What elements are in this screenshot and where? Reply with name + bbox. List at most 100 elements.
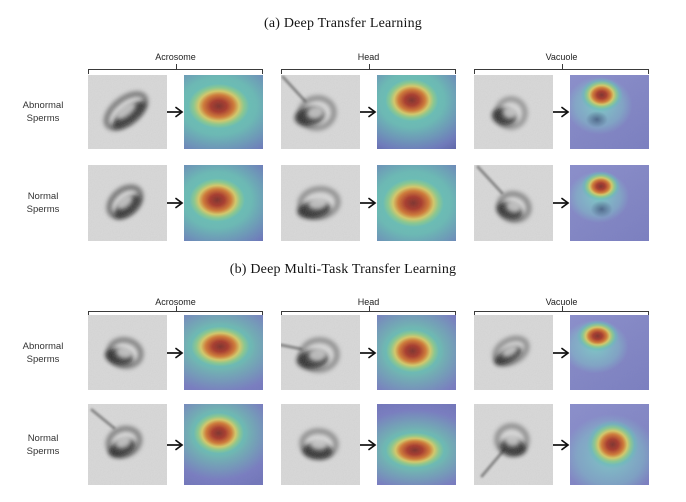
row-label-line: Sperms <box>26 113 60 124</box>
row-label-line: Normal <box>27 432 59 444</box>
sperm-micrograph-drawing <box>88 75 167 149</box>
arrow-icon <box>166 106 184 118</box>
sperm-micrograph-drawing <box>281 165 360 241</box>
sperm-image <box>474 404 553 485</box>
sperm-micrograph-drawing <box>474 404 553 485</box>
column-bracket <box>281 306 456 316</box>
sperm-image <box>88 404 167 485</box>
film-grain-overlay <box>474 404 553 485</box>
attention-heatmap <box>570 404 649 485</box>
arrow-icon <box>166 197 184 209</box>
column-label-vacuole: Vacuole <box>545 52 578 62</box>
film-grain-overlay <box>570 404 649 485</box>
arrow-icon <box>166 439 184 451</box>
arrow-icon <box>359 197 377 209</box>
sperm-micrograph-drawing <box>474 165 553 241</box>
row-label-line: Sperms <box>26 204 60 215</box>
film-grain-overlay <box>281 315 360 390</box>
arrow-icon <box>552 347 570 359</box>
film-grain-overlay <box>184 315 263 390</box>
sperm-micrograph-drawing <box>88 404 167 485</box>
row-label-normal-sperms: Normal Sperms <box>2 432 84 458</box>
arrow-icon <box>552 439 570 451</box>
row-label-normal-sperms: Normal Sperms <box>2 190 84 216</box>
film-grain-overlay <box>184 404 263 485</box>
film-grain-overlay <box>377 404 456 485</box>
film-grain-overlay <box>570 165 649 241</box>
sperm-image <box>88 315 167 390</box>
arrow-icon <box>359 347 377 359</box>
film-grain-overlay <box>281 165 360 241</box>
arrow-icon <box>359 106 377 118</box>
attention-heatmap <box>184 404 263 485</box>
attention-heatmap <box>377 315 456 390</box>
sperm-micrograph-drawing <box>88 315 167 390</box>
arrow-icon <box>552 197 570 209</box>
attention-heatmap <box>184 315 263 390</box>
film-grain-overlay <box>377 165 456 241</box>
column-bracket <box>281 64 456 74</box>
attention-heatmap <box>570 315 649 390</box>
film-grain-overlay <box>281 75 360 149</box>
film-grain-overlay <box>88 404 167 485</box>
attention-heatmap <box>377 75 456 149</box>
row-label-abnormal-sperms: Abnormal Sperms <box>2 99 84 125</box>
row-label-line: Normal <box>27 191 59 202</box>
attention-heatmap <box>570 75 649 149</box>
sperm-image <box>281 404 360 485</box>
sperm-image <box>474 75 553 149</box>
column-label-head: Head <box>357 297 380 307</box>
column-label-acrosome: Acrosome <box>155 297 196 307</box>
row-label-line: Sperms <box>26 445 60 457</box>
panel-a: (a) Deep Transfer Learning Abnormal Sperms… <box>0 0 686 244</box>
film-grain-overlay <box>474 75 553 149</box>
column-label-acrosome: Acrosome <box>155 52 196 62</box>
sperm-micrograph-drawing <box>474 315 553 390</box>
arrow-icon <box>552 106 570 118</box>
column-bracket <box>474 64 649 74</box>
row-label-abnormal-sperms: Abnormal Sperms <box>2 340 84 366</box>
sperm-image <box>281 165 360 241</box>
panel-a-title: (a) Deep Transfer Learning <box>264 16 422 31</box>
film-grain-overlay <box>281 404 360 485</box>
sperm-micrograph-drawing <box>474 75 553 149</box>
film-grain-overlay <box>474 165 553 241</box>
attention-heatmap <box>377 165 456 241</box>
sperm-image <box>281 75 360 149</box>
sperm-image <box>88 165 167 241</box>
column-bracket <box>88 64 263 74</box>
film-grain-overlay <box>184 165 263 241</box>
attention-heatmap <box>184 75 263 149</box>
film-grain-overlay <box>88 165 167 241</box>
sperm-micrograph-drawing <box>281 404 360 485</box>
panel-b-title: (b) Deep Multi-Task Transfer Learning <box>229 262 457 277</box>
sperm-image <box>474 315 553 390</box>
arrow-icon <box>359 439 377 451</box>
sperm-image <box>88 75 167 149</box>
sperm-image <box>281 315 360 390</box>
row-label-line: Abnormal <box>22 340 64 352</box>
attention-heatmap <box>570 165 649 241</box>
row-label-line: Sperms <box>26 353 60 365</box>
column-bracket <box>88 306 263 316</box>
column-label-head: Head <box>357 52 380 62</box>
sperm-micrograph-drawing <box>281 315 360 390</box>
film-grain-overlay <box>474 315 553 390</box>
film-grain-overlay <box>570 75 649 149</box>
film-grain-overlay <box>570 315 649 390</box>
row-label-line: Abnormal <box>22 100 64 111</box>
film-grain-overlay <box>88 315 167 390</box>
column-bracket <box>474 306 649 316</box>
sperm-image <box>474 165 553 241</box>
attention-heatmap <box>184 165 263 241</box>
film-grain-overlay <box>377 75 456 149</box>
arrow-icon <box>166 347 184 359</box>
film-grain-overlay <box>88 75 167 149</box>
column-label-vacuole: Vacuole <box>545 297 578 307</box>
film-grain-overlay <box>377 315 456 390</box>
sperm-micrograph-drawing <box>281 75 360 149</box>
sperm-micrograph-drawing <box>88 165 167 241</box>
panel-b: (b) Deep Multi-Task Transfer Learning Abn… <box>0 244 686 502</box>
attention-heatmap <box>377 404 456 485</box>
